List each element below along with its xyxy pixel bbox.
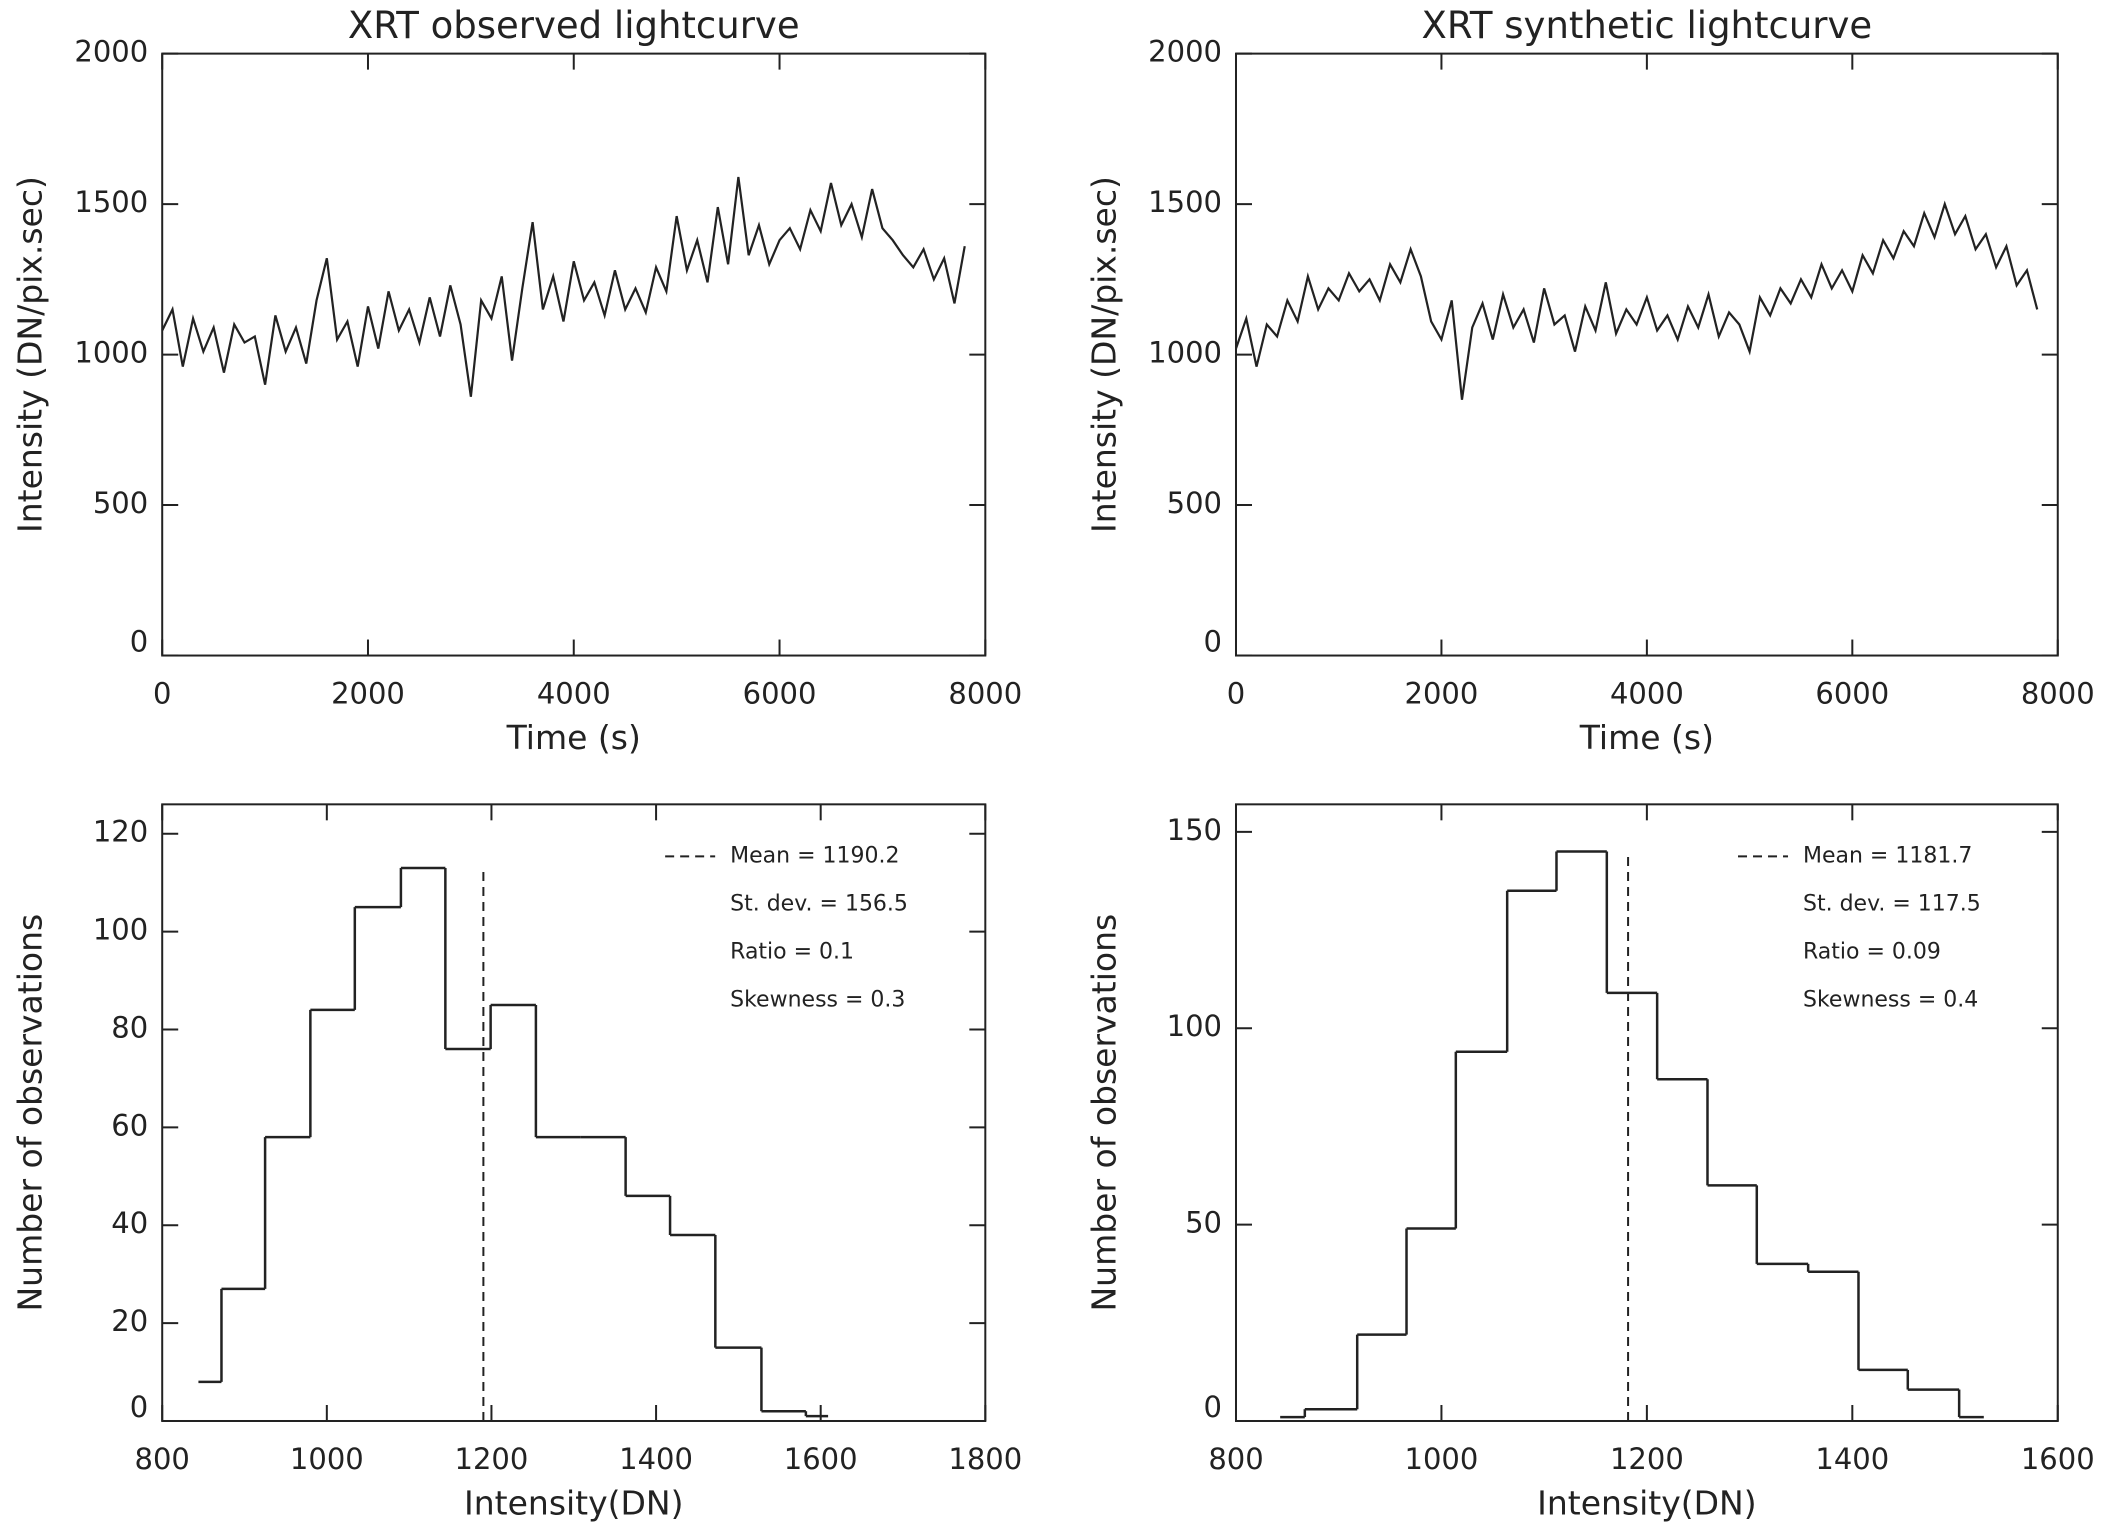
y-tick-label: 0 xyxy=(1204,1390,1222,1424)
y-tick-label: 20 xyxy=(111,1304,148,1338)
x-tick-label: 1000 xyxy=(1405,1442,1479,1476)
x-axis-label: Intensity(DN) xyxy=(1537,1483,1756,1522)
stat-label: Ratio = 0.09 xyxy=(1803,939,1941,964)
x-tick-label: 0 xyxy=(1227,677,1245,711)
x-axis-label: Time (s) xyxy=(506,718,641,757)
y-tick-label: 500 xyxy=(1167,486,1222,520)
y-axis-label: Number of observations xyxy=(11,914,50,1312)
stat-label: St. dev. = 117.5 xyxy=(1803,891,1981,916)
y-tick-label: 80 xyxy=(111,1010,148,1044)
stat-label: Mean = 1190.2 xyxy=(730,843,899,868)
x-tick-label: 1200 xyxy=(1610,1442,1684,1476)
chart-title: XRT observed lightcurve xyxy=(348,4,800,47)
x-tick-label: 800 xyxy=(1208,1442,1263,1476)
y-tick-label: 40 xyxy=(111,1206,148,1240)
x-tick-label: 8000 xyxy=(948,677,1022,711)
x-tick-label: 6000 xyxy=(743,677,817,711)
y-tick-label: 1000 xyxy=(1148,336,1222,370)
x-tick-label: 8000 xyxy=(2021,677,2095,711)
x-tick-label: 1400 xyxy=(1815,1442,1889,1476)
x-tick-label: 1000 xyxy=(290,1442,364,1476)
y-tick-label: 100 xyxy=(93,913,148,947)
plot-frame xyxy=(161,52,987,657)
y-axis-label: Number of observations xyxy=(1084,914,1123,1312)
stat-label: Ratio = 0.1 xyxy=(730,939,854,964)
x-tick-label: 1600 xyxy=(784,1442,858,1476)
light-curve xyxy=(161,176,966,397)
x-tick-label: 4000 xyxy=(537,677,611,711)
x-tick-label: 1600 xyxy=(2021,1442,2095,1476)
y-axis-label: Intensity (DN/pix.sec) xyxy=(1084,176,1123,533)
y-tick-label: 50 xyxy=(1185,1206,1222,1240)
x-tick-label: 800 xyxy=(135,1442,190,1476)
y-tick-label: 2000 xyxy=(1148,35,1222,69)
y-tick-label: 500 xyxy=(93,486,148,520)
y-tick-label: 1000 xyxy=(74,336,148,370)
stat-label: Mean = 1181.7 xyxy=(1803,843,1972,868)
x-tick-label: 0 xyxy=(153,677,171,711)
y-tick-label: 1500 xyxy=(1148,185,1222,219)
y-tick-label: 120 xyxy=(93,815,148,849)
y-tick-label: 60 xyxy=(111,1108,148,1142)
stat-label: St. dev. = 156.5 xyxy=(730,891,908,916)
y-tick-label: 100 xyxy=(1167,1009,1222,1043)
x-tick-label: 2000 xyxy=(331,677,405,711)
x-tick-label: 2000 xyxy=(1405,677,1479,711)
y-tick-label: 0 xyxy=(130,1390,148,1424)
y-tick-label: 0 xyxy=(130,625,148,659)
y-tick-label: 1500 xyxy=(74,185,148,219)
plot-frame xyxy=(1234,52,2059,657)
x-tick-label: 1200 xyxy=(455,1442,529,1476)
y-axis-label: Intensity (DN/pix.sec) xyxy=(11,176,50,533)
x-tick-label: 1400 xyxy=(619,1442,693,1476)
y-tick-label: 150 xyxy=(1167,813,1222,847)
y-tick-label: 0 xyxy=(1204,625,1222,659)
x-tick-label: 1800 xyxy=(948,1442,1022,1476)
y-tick-label: 2000 xyxy=(74,35,148,69)
x-axis-label: Time (s) xyxy=(1579,718,1714,757)
plot-frame xyxy=(161,803,987,1422)
x-axis-label: Intensity(DN) xyxy=(464,1483,683,1522)
stat-label: Skewness = 0.4 xyxy=(1803,987,1978,1012)
chart-title: XRT synthetic lightcurve xyxy=(1422,4,1873,47)
stat-label: Skewness = 0.3 xyxy=(730,987,905,1012)
light-curve xyxy=(1234,200,2039,400)
x-tick-label: 6000 xyxy=(1815,677,1889,711)
x-tick-label: 4000 xyxy=(1610,677,1684,711)
